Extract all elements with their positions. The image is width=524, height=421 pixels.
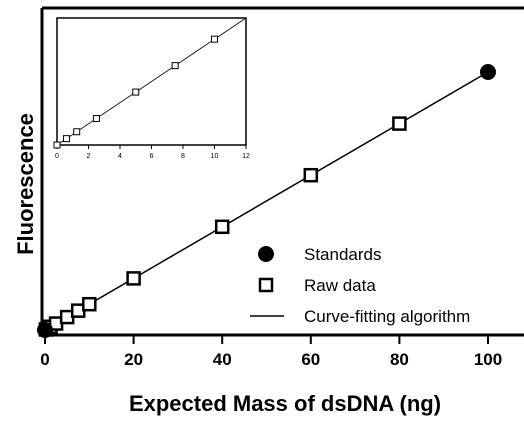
raw-data-point xyxy=(303,167,319,183)
legend-fit-label: Curve-fitting algorithm xyxy=(304,307,470,326)
legend-raw-label: Raw data xyxy=(304,276,376,295)
inset-data-point xyxy=(73,128,81,136)
main-fit-line xyxy=(44,71,489,331)
main-x-tick-label: 40 xyxy=(213,350,232,369)
inset-x-tick-label: 0 xyxy=(55,153,59,160)
inset-data-point xyxy=(62,135,70,143)
main-x-tick-label: 20 xyxy=(124,350,143,369)
legend-standards-label: Standards xyxy=(304,245,382,264)
inset-data-point xyxy=(132,88,140,96)
main-x-tick-label: 0 xyxy=(40,350,49,369)
legend: Standards Raw data Curve-fitting algorit… xyxy=(250,245,470,326)
y-axis-label: Fluorescence xyxy=(13,113,38,255)
x-axis-label: Expected Mass of dsDNA (ng) xyxy=(129,391,441,416)
inset-x-tick-label: 8 xyxy=(181,153,185,160)
inset-data-point xyxy=(53,141,61,149)
raw-data-point xyxy=(214,219,230,235)
standard-point xyxy=(37,322,53,338)
legend-raw-marker xyxy=(258,277,274,293)
inset-data-point xyxy=(211,35,218,43)
main-x-tick-label: 80 xyxy=(390,350,409,369)
standard-point xyxy=(480,64,496,80)
inset-x-tick-label: 12 xyxy=(242,153,250,160)
inset-chart: 0 2 4 6 8 10 12 xyxy=(53,17,250,160)
main-fit-line-path xyxy=(44,71,489,331)
inset-data-point xyxy=(171,62,179,70)
inset-x-tick-label: 10 xyxy=(211,153,219,160)
main-x-ticks: 0 20 40 60 80 100 xyxy=(40,335,502,369)
raw-data-point xyxy=(82,296,97,312)
inset-data-point xyxy=(92,115,100,123)
main-x-tick-label: 60 xyxy=(301,350,320,369)
inset-x-ticks: 0 2 4 6 8 10 12 xyxy=(55,145,250,160)
inset-x-tick-label: 2 xyxy=(87,153,91,160)
raw-data-point xyxy=(392,116,407,131)
raw-data-point xyxy=(126,271,141,286)
inset-data-points xyxy=(53,35,218,149)
inset-x-tick-label: 6 xyxy=(150,153,154,160)
main-x-tick-label: 100 xyxy=(474,350,502,369)
main-data-points xyxy=(37,64,496,338)
inset-x-tick-label: 4 xyxy=(118,153,122,160)
legend-standards-marker xyxy=(258,246,274,262)
